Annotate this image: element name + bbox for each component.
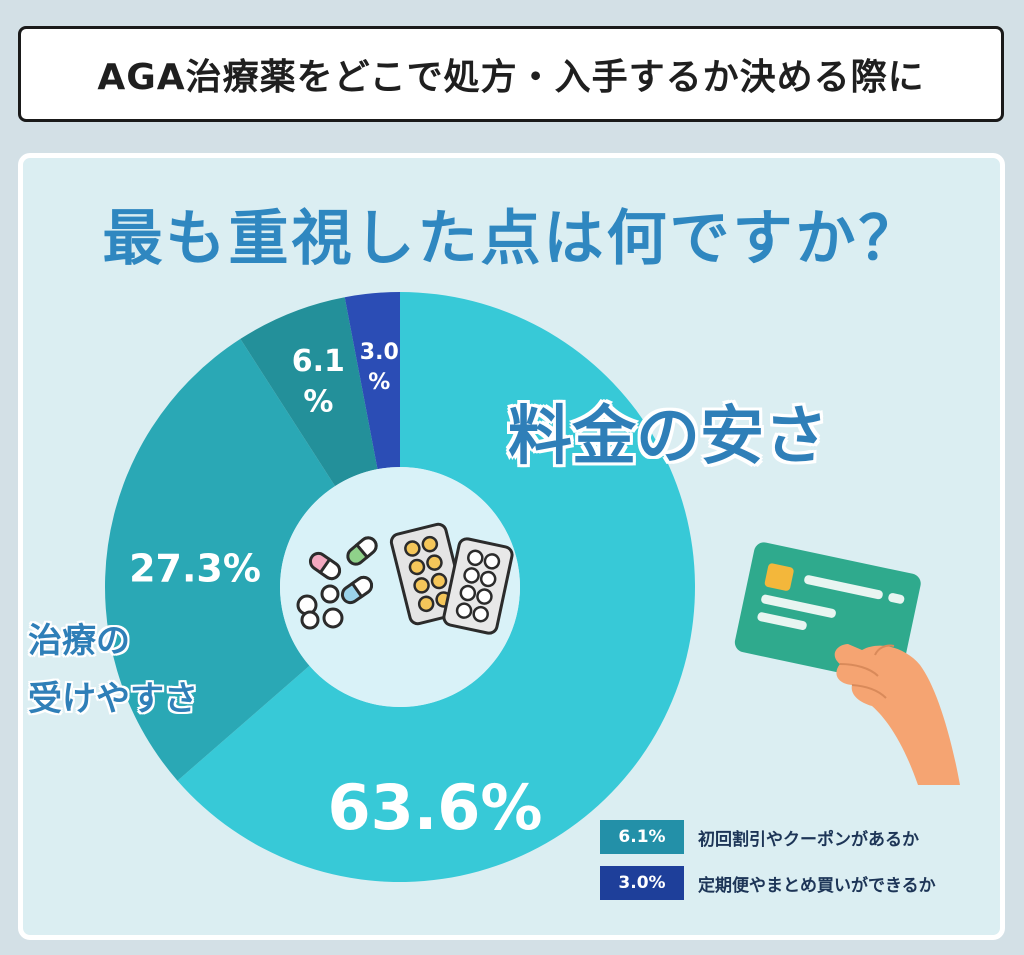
slice-value-label: % — [368, 370, 390, 395]
donut-slice — [105, 338, 336, 781]
legend-item: 6.1% 初回割引やクーポンがあるか — [600, 818, 936, 856]
legend-label: 初回割引やクーポンがあるか — [698, 829, 919, 850]
blister-pack-icon — [389, 522, 514, 635]
category-label-access: 治療の 受けやすさ — [28, 612, 268, 728]
page-title: AGA治療薬をどこで処方・入手するか決める際に — [97, 57, 925, 98]
category-label-access-line1: 治療の — [28, 621, 130, 661]
slice-value-label: 6.1 — [292, 344, 345, 379]
category-label-access-line2: 受けやすさ — [28, 679, 198, 719]
pills-icon — [296, 536, 378, 630]
slice-value-label: 27.3% — [129, 547, 261, 591]
legend-swatch: 3.0% — [600, 866, 684, 900]
slice-value-label: 3.0 — [360, 340, 399, 365]
question-heading: 最も重視した点は何ですか？ — [102, 204, 922, 274]
donut-slice — [177, 292, 695, 882]
donut-hole — [280, 467, 520, 707]
title-box: AGA治療薬をどこで処方・入手するか決める際に — [18, 26, 1004, 122]
slice-value-label: 63.6% — [327, 771, 542, 844]
legend-label: 定期便やまとめ買いができるか — [698, 875, 936, 896]
credit-card-hand-icon — [734, 542, 960, 785]
category-label-price: 料金の安さ — [508, 400, 828, 474]
slice-value-label: % — [303, 384, 333, 419]
legend-swatch: 6.1% — [600, 820, 684, 854]
donut-slice — [240, 297, 378, 487]
donut-slice — [344, 292, 400, 470]
legend: 6.1% 初回割引やクーポンがあるか 3.0% 定期便やまとめ買いができるか — [600, 818, 936, 910]
legend-item: 3.0% 定期便やまとめ買いができるか — [600, 864, 936, 902]
